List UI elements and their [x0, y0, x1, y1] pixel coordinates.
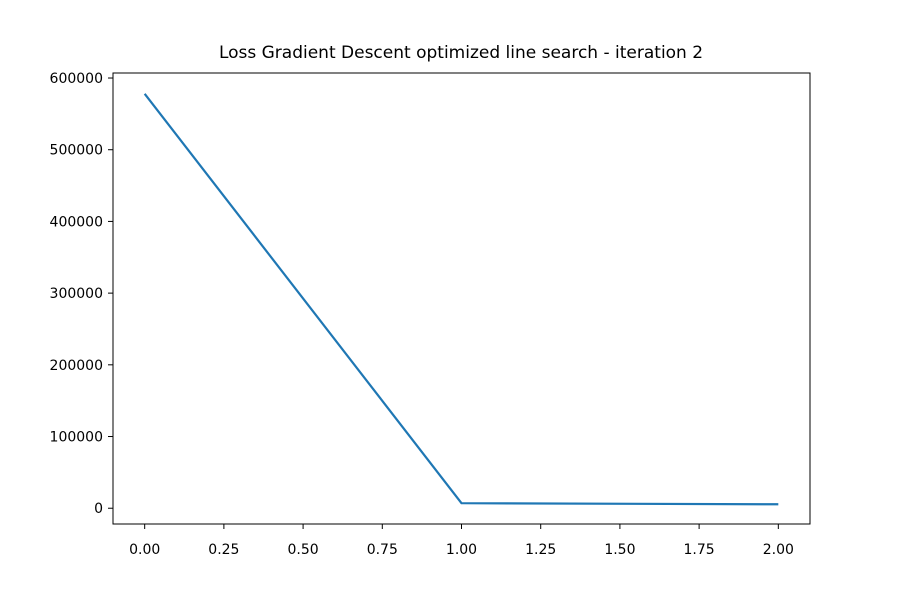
- x-tick-label: 1.25: [525, 542, 556, 558]
- x-tick-label: 2.00: [763, 542, 794, 558]
- x-tick-label: 1.00: [446, 542, 477, 558]
- x-tick-label: 0.50: [288, 542, 319, 558]
- y-tick-label: 600000: [50, 71, 103, 87]
- x-tick-label: 0.00: [129, 542, 160, 558]
- y-tick-label: 500000: [50, 143, 103, 159]
- y-tick-label: 400000: [50, 214, 103, 230]
- plot-area: [143, 93, 779, 506]
- y-tick-label: 300000: [50, 286, 103, 302]
- series-line: [143, 93, 779, 506]
- y-tick-label: 0: [94, 501, 103, 517]
- chart-title: Loss Gradient Descent optimized line sea…: [219, 43, 703, 63]
- y-axis: 0 100000 200000 300000 400000 500000 600000: [50, 71, 113, 517]
- y-tick-label: 200000: [50, 358, 103, 374]
- axes-frame: [112, 72, 811, 525]
- x-axis: 0.00 0.25 0.50 0.75 1.00 1.25 1.50 1.75 2.00: [129, 524, 794, 558]
- x-tick-label: 0.75: [367, 542, 398, 558]
- x-tick-label: 1.75: [684, 542, 715, 558]
- x-tick-label: 1.50: [604, 542, 635, 558]
- y-tick-label: 100000: [50, 430, 103, 446]
- x-tick-label: 0.25: [208, 542, 239, 558]
